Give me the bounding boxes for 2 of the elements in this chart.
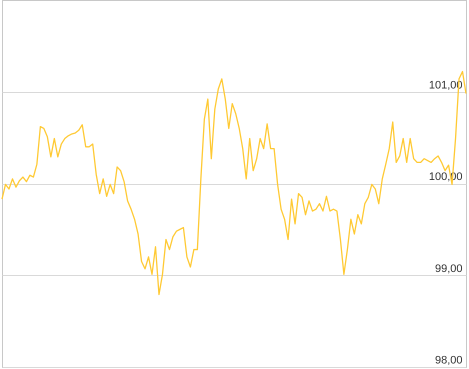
y-tick-label: 98,00 (434, 354, 462, 366)
y-tick-label: 99,00 (434, 262, 462, 275)
